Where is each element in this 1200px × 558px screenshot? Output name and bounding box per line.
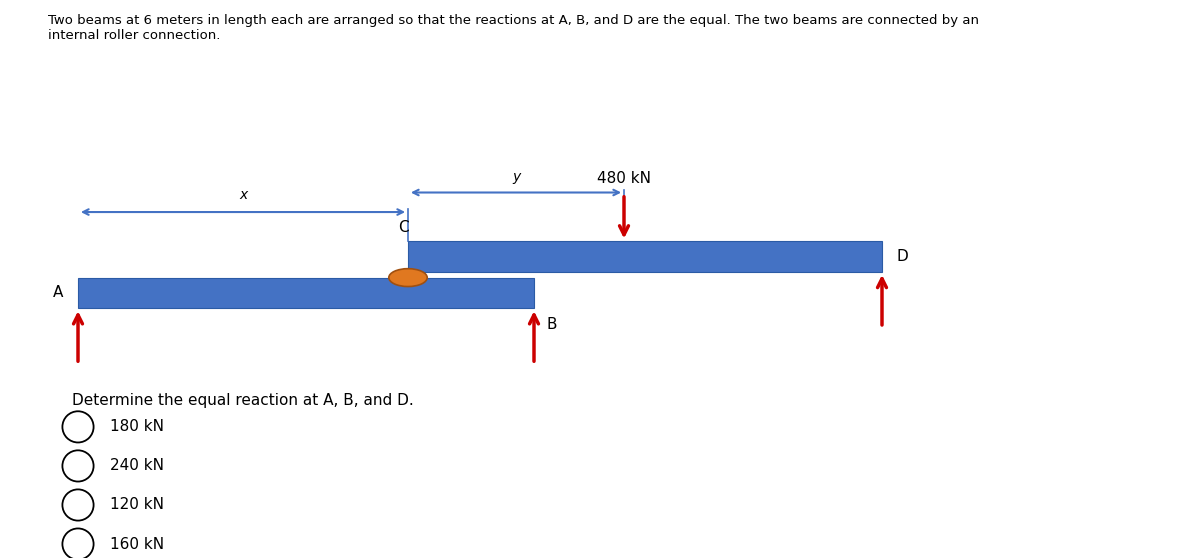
- Bar: [408, 241, 882, 272]
- Text: A: A: [53, 286, 64, 300]
- Text: Determine the equal reaction at A, B, and D.: Determine the equal reaction at A, B, an…: [72, 393, 414, 408]
- Text: 120 kN: 120 kN: [110, 498, 164, 512]
- Bar: [78, 278, 534, 308]
- Text: 160 kN: 160 kN: [110, 537, 164, 551]
- Text: x: x: [239, 188, 247, 202]
- Text: 180 kN: 180 kN: [110, 420, 164, 434]
- Text: Two beams at 6 meters in length each are arranged so that the reactions at A, B,: Two beams at 6 meters in length each are…: [48, 14, 979, 42]
- Text: 480 kN: 480 kN: [598, 171, 650, 186]
- Text: B: B: [546, 317, 557, 331]
- Text: C: C: [398, 220, 408, 234]
- Text: D: D: [896, 249, 908, 264]
- Text: y: y: [512, 170, 520, 184]
- Text: 240 kN: 240 kN: [110, 459, 164, 473]
- Circle shape: [389, 269, 427, 287]
